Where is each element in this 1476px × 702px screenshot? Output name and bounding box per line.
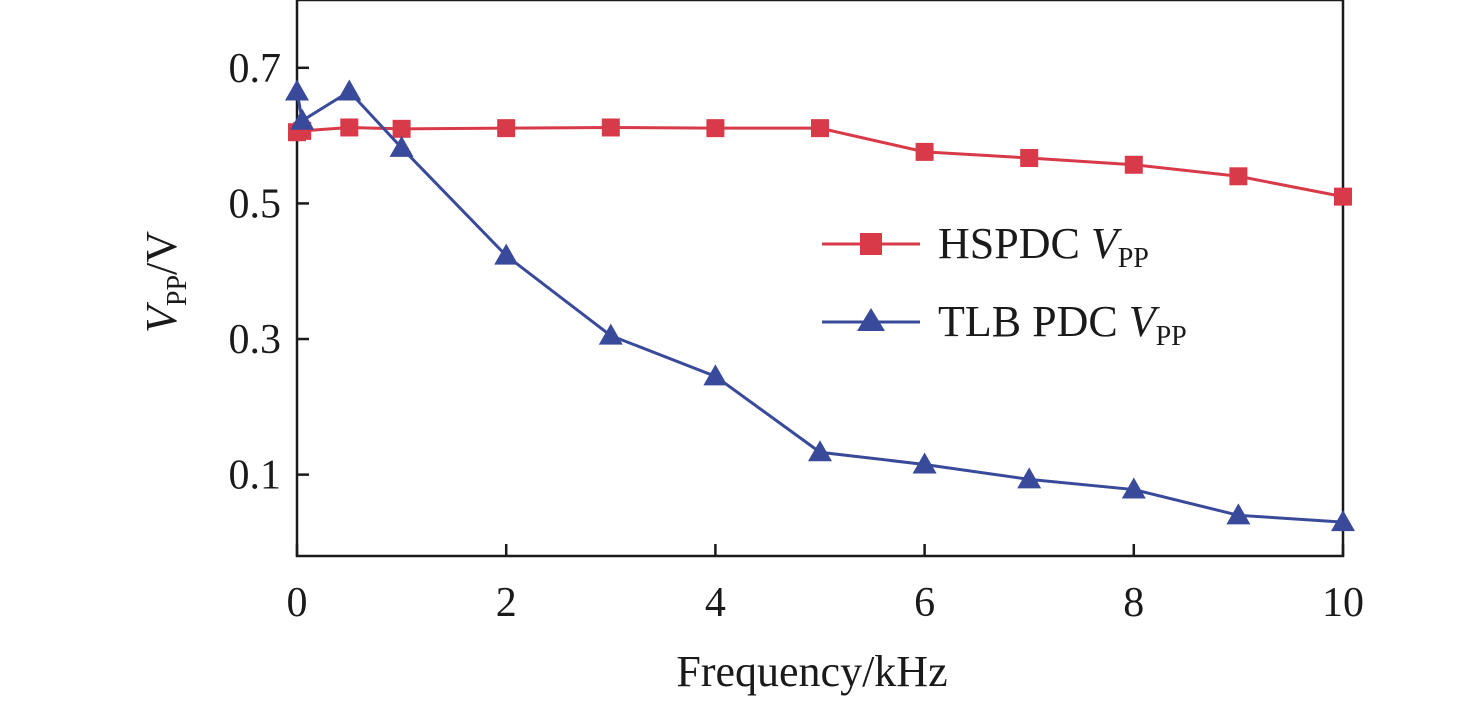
data-point [1229,167,1248,186]
legend-label-tlbpdc: TLB PDC VPP [938,297,1187,352]
y-tick-label: 0.5 [229,181,282,227]
data-point [389,135,414,157]
y-tick-label: 0.3 [229,317,282,363]
data-point [811,119,829,138]
y-tick-label: 0.7 [229,46,282,92]
legend-label-tlbpdc-main: TLB PDC V [938,297,1161,346]
data-point [340,118,359,137]
data-point [285,79,309,101]
series-0 [288,118,1352,206]
axis-ticks: 0 2 4 6 8 10 0.1 0.3 0.5 0.7 [229,46,1365,626]
data-point [808,440,832,462]
y-tick-label: 0.1 [229,453,282,499]
x-axis-label: Frequency/kHz [676,647,947,696]
data-point [497,119,516,138]
data-point [290,108,315,130]
x-tick-label: 2 [496,580,517,626]
legend-label-hspdc-main: HSPDC V [938,219,1123,268]
data-point [1331,510,1355,532]
data-point [598,323,623,345]
x-tick-label: 4 [705,580,726,626]
legend-marker-hspdc [860,233,882,255]
data-point [392,119,411,138]
data-point [1226,503,1251,525]
series-line [296,125,1344,199]
legend-label-tlbpdc-sub: PP [1156,321,1187,352]
y-axis-label-sub: PP [162,275,193,306]
y-axis-label: VPP/V [137,231,193,333]
y-axis-label-rest: /V [137,231,186,275]
y-axis-label-main: V [137,301,186,333]
x-tick-label: 0 [287,580,308,626]
data-point [1121,477,1146,499]
series-1 [285,79,1355,532]
data-point [337,79,362,101]
data-point [703,364,728,386]
x-tick-label: 8 [1123,580,1144,626]
data-point [912,452,937,474]
data-point [1124,155,1143,174]
x-tick-label: 10 [1322,580,1364,626]
legend-marker-tlbpdc [857,308,885,331]
legend-label-hspdc-sub: PP [1118,243,1149,274]
data-point [601,118,620,137]
data-point [1020,148,1039,167]
series-layer [285,79,1355,532]
data-point [915,142,934,161]
plot-frame [295,0,1345,558]
data-point [494,243,519,265]
data-point [706,119,725,138]
legend: HSPDC VPP TLB PDC VPP [822,219,1187,352]
data-point [1334,187,1352,206]
x-tick-label: 6 [914,580,935,626]
legend-label-hspdc: HSPDC VPP [938,219,1149,274]
data-point [1017,467,1042,489]
